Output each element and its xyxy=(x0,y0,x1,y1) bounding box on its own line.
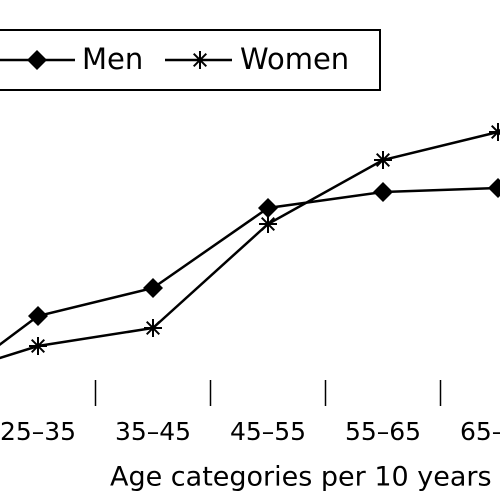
legend-label: Women xyxy=(240,42,349,76)
x-tick-label: 45–55 xyxy=(230,417,306,446)
star-stroke xyxy=(260,216,276,232)
legend-label: Men xyxy=(82,42,143,76)
marker-star xyxy=(191,51,209,69)
marker-star xyxy=(489,123,500,141)
marker-star xyxy=(374,151,392,169)
marker-diamond xyxy=(27,50,47,70)
marker-diamond xyxy=(28,306,48,326)
x-tick-label: 35–45 xyxy=(115,417,191,446)
star-stroke xyxy=(30,338,46,354)
star-stroke xyxy=(145,320,161,336)
x-tick-label: 55–65 xyxy=(345,417,421,446)
marker-star xyxy=(144,319,162,337)
marker-diamond xyxy=(143,278,163,298)
x-axis-label: Age categories per 10 years xyxy=(110,462,492,493)
x-tick-label: 65–75 xyxy=(460,417,500,446)
x-tick-label: 25–35 xyxy=(0,417,76,446)
series-line xyxy=(0,130,499,360)
marker-star xyxy=(259,215,277,233)
star-stroke xyxy=(490,128,500,140)
series-line xyxy=(0,186,499,346)
marker-diamond xyxy=(373,182,393,202)
marker-diamond xyxy=(258,198,278,218)
star-stroke xyxy=(375,152,391,168)
marker-diamond xyxy=(488,178,500,198)
star-stroke xyxy=(192,52,208,68)
marker-star xyxy=(29,337,47,355)
